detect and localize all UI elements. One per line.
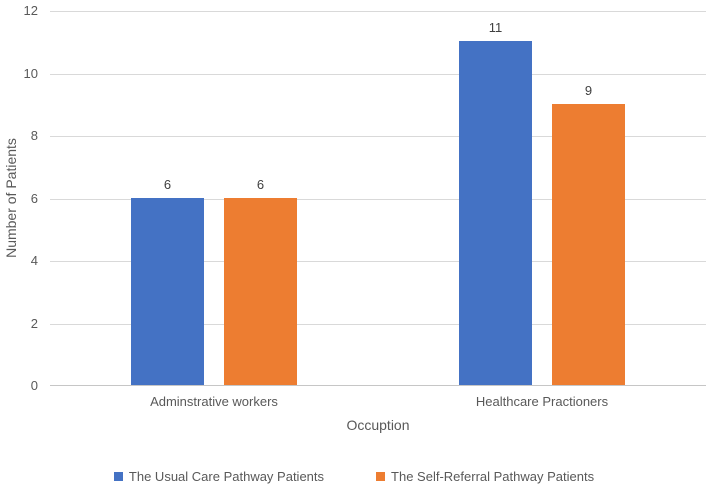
category-label-1: Healthcare Practioners [475,394,609,409]
y-tick-label: 4 [30,253,38,268]
bar-usual-care-0 [131,197,204,385]
legend-item-usual-care: The Usual Care Pathway Patients [113,469,325,484]
y-tick-label: 6 [30,190,38,206]
y-tick-label: 2 [30,315,38,331]
bar-value-label: 6 [256,176,265,192]
gridline [50,261,706,262]
bar-value-label: 6 [163,176,172,192]
legend-swatch-icon [376,472,386,481]
bar-self-referral-1 [552,103,625,385]
category-label-0: Adminstrative workers [150,394,278,409]
x-axis-line [50,385,706,386]
y-tick-label: 0 [30,378,38,393]
gridline [50,136,706,137]
gridline [50,11,706,12]
y-tick-label: 8 [30,128,38,143]
bar-value-label: 11 [488,20,503,36]
y-tick-label: 10 [23,65,38,81]
y-tick-label: 12 [23,3,38,18]
legend-label: The Usual Care Pathway Patients [128,469,325,484]
plot-area: 6 6 11 9 [50,11,706,386]
legend-label: The Self-Referral Pathway Patients [391,469,595,484]
gridline [50,198,706,200]
gridline [50,323,706,325]
legend-item-self-referral: The Self-Referral Pathway Patients [376,469,594,484]
bar-value-label: 9 [584,82,593,98]
bar-usual-care-1 [459,41,532,385]
legend: The Usual Care Pathway Patients The Self-… [0,469,708,484]
bar-self-referral-0 [224,197,297,385]
gridline [50,73,706,75]
legend-swatch-icon [113,472,123,481]
x-axis-title: Occuption [346,417,410,433]
